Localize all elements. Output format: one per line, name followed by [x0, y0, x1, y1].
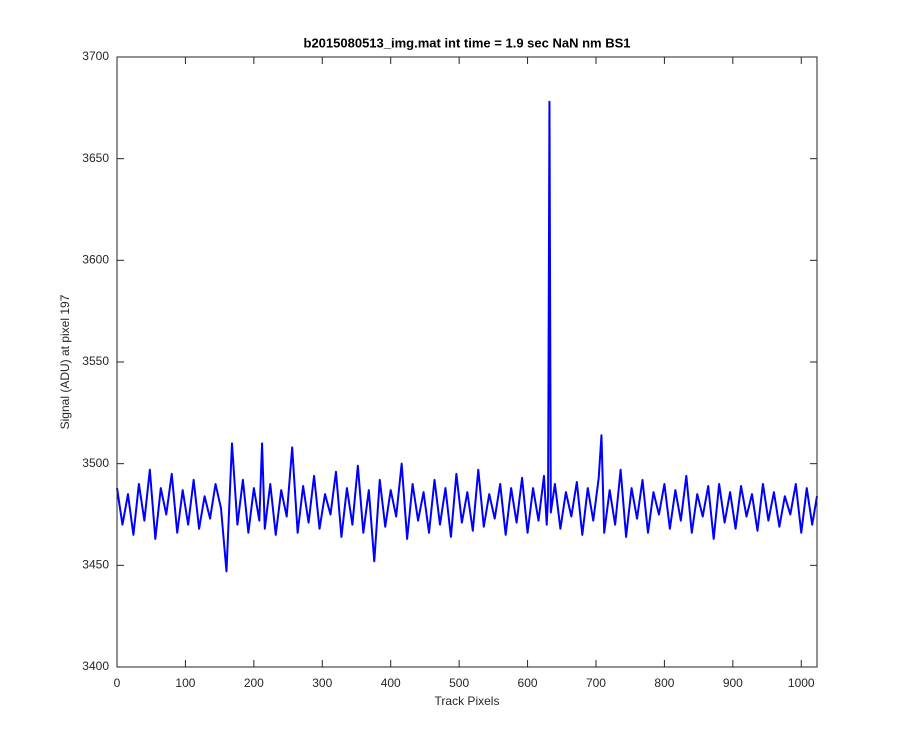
y-tick-label: 3500 [82, 456, 109, 470]
chart-title: b2015080513_img.mat int time = 1.9 sec N… [304, 35, 631, 50]
x-tick-label: 800 [654, 676, 674, 690]
x-tick-label: 300 [312, 676, 332, 690]
y-tick-label: 3450 [82, 558, 109, 572]
x-tick-label: 100 [175, 676, 195, 690]
x-axis-label: Track Pixels [435, 694, 500, 708]
y-tick-label: 3700 [82, 49, 109, 63]
y-tick-label: 3400 [82, 659, 109, 673]
x-tick-label: 600 [518, 676, 538, 690]
plot-frame [116, 56, 818, 668]
data-line [116, 100, 818, 573]
x-tick-label: 700 [586, 676, 606, 690]
x-tick-label: 0 [114, 676, 121, 690]
x-tick-label: 200 [244, 676, 264, 690]
x-tick-label: 900 [723, 676, 743, 690]
y-axis-label: Signal (ADU) at pixel 197 [58, 294, 72, 429]
x-tick-label: 400 [381, 676, 401, 690]
x-tick-label: 1000 [788, 676, 815, 690]
x-tick-label: 500 [449, 676, 469, 690]
y-tick-label: 3650 [82, 151, 109, 165]
y-tick-label: 3600 [82, 253, 109, 267]
y-tick-label: 3550 [82, 354, 109, 368]
